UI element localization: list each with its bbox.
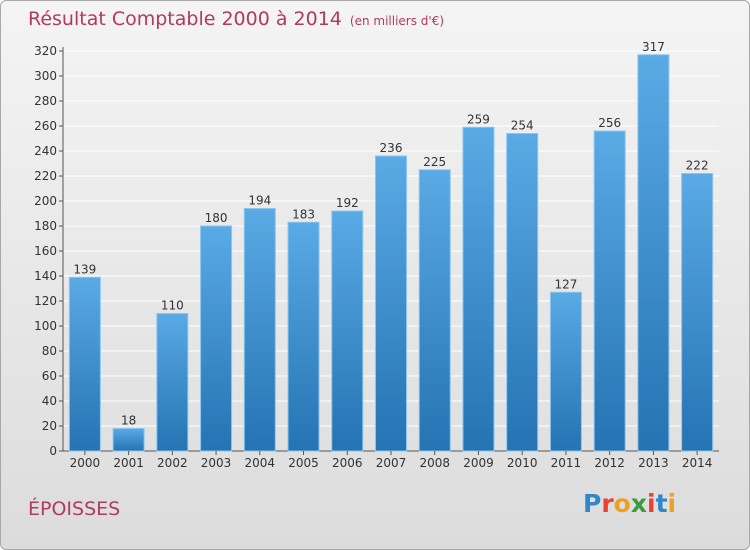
logo-letter: i — [667, 489, 677, 518]
commune-name: ÉPOISSES — [28, 498, 121, 520]
x-tick-label: 2007 — [376, 456, 407, 470]
chart-subtitle: (en milliers d'€) — [349, 14, 445, 28]
bar — [418, 169, 451, 452]
y-tick-label: 200 — [34, 194, 57, 208]
bar-value-label: 317 — [642, 40, 665, 54]
y-tick-label: 60 — [42, 369, 57, 383]
y-tick-label: 40 — [42, 394, 57, 408]
bar — [549, 291, 582, 452]
x-tick-label: 2001 — [113, 456, 144, 470]
bar — [681, 173, 714, 452]
bar-value-label: 222 — [686, 159, 709, 173]
bar — [331, 210, 364, 452]
y-tick-label: 20 — [42, 419, 57, 433]
bar-value-label: 236 — [380, 141, 403, 155]
y-tick-label: 100 — [34, 319, 57, 333]
bar — [637, 54, 670, 452]
bar-value-label: 18 — [121, 414, 136, 428]
y-tick-label: 0 — [49, 444, 57, 458]
bar — [593, 130, 626, 452]
y-tick-label: 120 — [34, 294, 57, 308]
bar — [243, 208, 276, 452]
bar — [462, 126, 495, 452]
bar-value-label: 183 — [292, 207, 315, 221]
logo-letter: o — [613, 489, 631, 518]
x-tick-label: 2010 — [507, 456, 538, 470]
logo-letter: r — [601, 489, 614, 518]
y-tick-label: 260 — [34, 119, 57, 133]
y-tick-label: 240 — [34, 144, 57, 158]
bar-value-label: 256 — [598, 116, 621, 130]
logo-letter: P — [583, 489, 602, 518]
bar-value-label: 194 — [248, 194, 271, 208]
bar-value-label: 254 — [511, 119, 534, 133]
x-tick-label: 2002 — [157, 456, 188, 470]
bar-value-label: 259 — [467, 112, 490, 126]
bar — [506, 133, 539, 452]
chart-title-text: Résultat Comptable 2000 à 2014 — [28, 8, 342, 30]
bar — [287, 221, 320, 452]
x-tick-label: 2014 — [682, 456, 713, 470]
x-tick-label: 2012 — [594, 456, 625, 470]
bar — [200, 225, 233, 452]
chart-title: Résultat Comptable 2000 à 2014 (en millie… — [28, 8, 444, 30]
x-tick-label: 2005 — [288, 456, 319, 470]
x-tick-label: 2004 — [245, 456, 276, 470]
x-tick-label: 2013 — [638, 456, 669, 470]
bar-value-label: 225 — [423, 155, 446, 169]
x-tick-label: 2011 — [551, 456, 582, 470]
y-tick-label: 320 — [34, 44, 57, 58]
bar — [112, 428, 145, 452]
logo-letter: i — [647, 489, 656, 518]
bar-value-label: 110 — [161, 299, 184, 313]
x-tick-label: 2009 — [463, 456, 494, 470]
y-tick-label: 180 — [34, 219, 57, 233]
y-tick-label: 80 — [42, 344, 57, 358]
proxiti-logo: Proxiti — [583, 489, 676, 518]
logo-letter: t — [655, 489, 668, 518]
bar — [68, 276, 101, 452]
bar-value-label: 192 — [336, 196, 359, 210]
bar — [375, 155, 407, 452]
y-tick-label: 220 — [34, 169, 57, 183]
x-tick-label: 2008 — [419, 456, 450, 470]
x-tick-label: 2003 — [201, 456, 232, 470]
y-tick-label: 300 — [34, 69, 57, 83]
logo-letter: x — [630, 489, 647, 518]
bar — [156, 313, 189, 452]
bar-value-label: 127 — [554, 277, 577, 291]
x-tick-label: 2000 — [70, 456, 101, 470]
bar-value-label: 180 — [205, 211, 228, 225]
y-tick-label: 140 — [34, 269, 57, 283]
y-tick-label: 160 — [34, 244, 57, 258]
bar-value-label: 139 — [73, 262, 96, 276]
y-tick-label: 280 — [34, 94, 57, 108]
x-tick-label: 2006 — [332, 456, 363, 470]
